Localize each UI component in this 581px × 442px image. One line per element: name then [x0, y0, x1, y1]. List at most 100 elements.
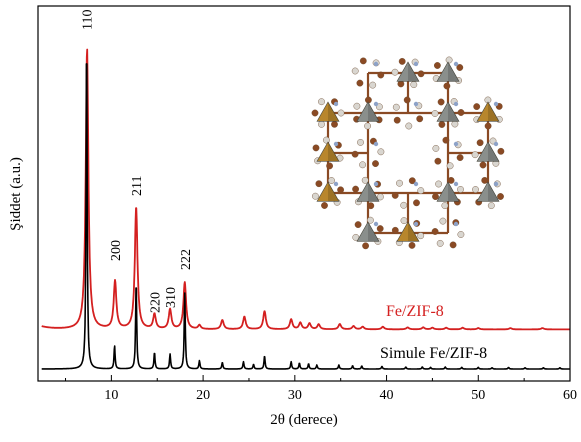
atom: [376, 193, 384, 201]
x-axis-title: 2θ (derece): [270, 412, 338, 428]
atom: [487, 202, 495, 210]
atom: [445, 56, 453, 64]
atom: [446, 162, 454, 170]
atom: [493, 101, 499, 107]
peak-label: 110: [81, 10, 96, 30]
atom: [434, 157, 442, 165]
atom: [353, 102, 361, 110]
x-tick-label: 50: [471, 388, 485, 403]
atom: [497, 193, 504, 200]
atom: [413, 101, 419, 107]
atom: [453, 61, 459, 67]
atom: [451, 120, 459, 128]
tetrahedron-shade: [328, 142, 339, 162]
crystal-structure-inset: [311, 56, 505, 250]
plot-frame: [37, 5, 571, 382]
atom: [456, 64, 464, 71]
x-tick-label: 20: [196, 388, 210, 403]
peak-label: 211: [130, 176, 145, 196]
atom: [453, 101, 459, 107]
tetrahedron-shade: [448, 62, 459, 82]
metal-tetrahedron: [316, 101, 340, 122]
atom: [361, 176, 369, 184]
atom: [318, 98, 325, 106]
atom: [373, 101, 379, 107]
atom: [333, 181, 339, 187]
atom: [369, 81, 377, 89]
tetrahedron-shade: [488, 182, 499, 202]
series-line-fe-zif8: [41, 48, 571, 331]
tetrahedron-shade: [488, 102, 499, 122]
atom: [473, 103, 481, 111]
x-tick-label: 30: [288, 388, 302, 403]
metal-tetrahedron: [316, 181, 340, 202]
atom: [438, 121, 446, 128]
atom: [416, 115, 424, 123]
atom: [321, 202, 328, 209]
atom: [366, 216, 374, 224]
atom: [408, 241, 416, 249]
atom: [396, 179, 403, 187]
atom: [442, 136, 450, 144]
atom: [377, 71, 385, 79]
tetrahedron-shade: [448, 102, 459, 122]
peak-label: 222: [179, 249, 194, 270]
atom: [433, 62, 441, 69]
atom: [373, 61, 379, 67]
atom: [410, 81, 418, 89]
tetrahedron-shade: [368, 222, 379, 242]
atom: [479, 161, 487, 169]
atom: [436, 239, 444, 247]
atom: [431, 228, 439, 235]
series-line-simule: [41, 63, 571, 370]
metal-tetrahedron: [436, 61, 460, 82]
x-tick-label: 10: [104, 388, 118, 403]
peak-label: 310: [164, 287, 179, 308]
atom: [413, 61, 419, 67]
atom: [457, 231, 465, 238]
atom: [441, 202, 449, 210]
metal-tetrahedron: [476, 141, 500, 162]
atom: [391, 68, 399, 76]
peak-label: 200: [109, 240, 124, 261]
metal-tetrahedron: [396, 221, 420, 242]
tetrahedron-shade: [368, 102, 379, 122]
tetrahedron-shade: [328, 182, 339, 202]
atom: [354, 221, 362, 229]
atom: [413, 199, 420, 207]
atom: [311, 109, 319, 117]
atom: [435, 180, 442, 188]
atom: [453, 181, 459, 187]
atom: [397, 80, 405, 88]
metal-tetrahedron: [436, 101, 460, 122]
metal-tetrahedron: [476, 101, 500, 122]
atom: [377, 148, 385, 156]
plot-lines: [41, 48, 571, 370]
atom: [400, 201, 408, 209]
atom: [437, 98, 445, 106]
atom: [417, 232, 425, 240]
atom: [456, 154, 464, 162]
atom: [362, 242, 369, 250]
atom: [439, 217, 447, 225]
atom: [431, 110, 439, 117]
tetrahedron-shade: [408, 62, 419, 82]
atom: [484, 122, 492, 130]
atom: [398, 58, 406, 65]
atom: [391, 226, 399, 234]
atom: [311, 192, 319, 200]
atom: [372, 160, 379, 168]
metal-tetrahedron: [356, 181, 380, 202]
atom: [337, 186, 344, 194]
series-label-fe-zif8: Fe/ZIF-8: [386, 303, 444, 320]
atom: [351, 150, 359, 158]
metal-tetrahedron: [316, 141, 340, 162]
atom: [318, 120, 325, 128]
atom: [359, 161, 366, 169]
atom: [326, 162, 333, 170]
atom: [432, 144, 440, 152]
tetrahedron-shade: [488, 142, 499, 162]
atom: [417, 187, 425, 195]
atom: [417, 70, 425, 78]
